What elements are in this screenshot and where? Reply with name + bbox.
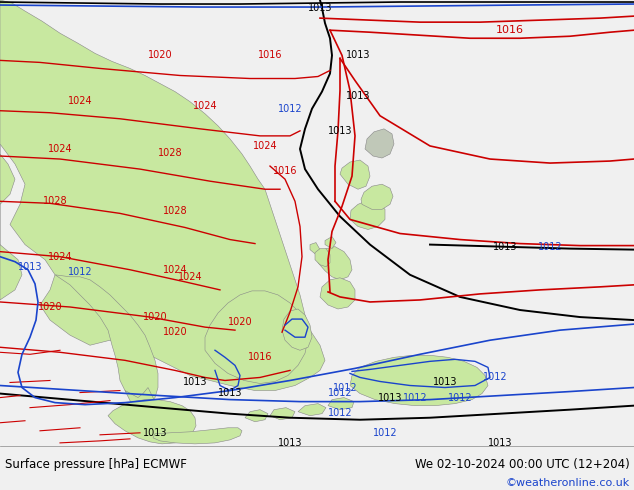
Text: 1013: 1013: [493, 242, 517, 251]
Text: 1020: 1020: [143, 312, 167, 322]
Polygon shape: [205, 291, 308, 384]
Polygon shape: [318, 246, 352, 280]
Text: 1028: 1028: [158, 148, 183, 158]
Text: 1024: 1024: [178, 272, 202, 282]
Text: We 02-10-2024 00:00 UTC (12+204): We 02-10-2024 00:00 UTC (12+204): [415, 458, 630, 471]
Polygon shape: [0, 0, 22, 300]
Polygon shape: [361, 184, 393, 209]
Text: 1024: 1024: [48, 252, 72, 262]
Text: 1020: 1020: [37, 302, 62, 312]
Polygon shape: [310, 243, 320, 255]
Polygon shape: [270, 408, 295, 420]
Text: 1020: 1020: [163, 327, 187, 337]
Polygon shape: [350, 355, 488, 406]
Polygon shape: [153, 428, 242, 444]
Text: 1012: 1012: [448, 392, 472, 403]
Text: 1012: 1012: [482, 372, 507, 383]
Text: 1012: 1012: [328, 388, 353, 397]
Text: 1024: 1024: [48, 144, 72, 154]
Polygon shape: [320, 278, 355, 309]
Polygon shape: [325, 237, 336, 248]
Polygon shape: [350, 200, 385, 229]
Text: 1016: 1016: [496, 25, 524, 35]
Polygon shape: [125, 388, 165, 441]
Polygon shape: [328, 397, 354, 410]
Text: 1024: 1024: [193, 100, 217, 111]
Text: 1012: 1012: [278, 104, 302, 114]
Polygon shape: [365, 129, 394, 158]
Text: 1013: 1013: [346, 91, 370, 100]
Text: 1020: 1020: [148, 50, 172, 60]
Polygon shape: [245, 410, 268, 422]
Text: 1013: 1013: [488, 438, 512, 448]
Text: 1024: 1024: [68, 96, 93, 106]
Text: 1013: 1013: [328, 126, 353, 136]
Text: 1013: 1013: [18, 262, 42, 272]
Text: 1012: 1012: [68, 267, 93, 277]
Text: 1013: 1013: [217, 388, 242, 397]
Text: 1016: 1016: [258, 50, 282, 60]
Text: 1024: 1024: [163, 265, 187, 275]
Text: 1012: 1012: [333, 383, 358, 392]
Text: 1020: 1020: [228, 317, 252, 327]
Text: 1013: 1013: [183, 377, 207, 388]
Polygon shape: [282, 309, 312, 350]
Text: Surface pressure [hPa] ECMWF: Surface pressure [hPa] ECMWF: [5, 458, 187, 471]
Polygon shape: [298, 404, 326, 416]
Polygon shape: [108, 400, 196, 444]
Text: 1016: 1016: [248, 352, 272, 362]
Polygon shape: [0, 0, 325, 391]
Text: 1028: 1028: [163, 206, 187, 217]
Text: 1013: 1013: [307, 3, 332, 13]
Polygon shape: [315, 248, 330, 267]
Text: 1016: 1016: [273, 166, 297, 176]
Text: 1012: 1012: [328, 408, 353, 417]
Text: 1012: 1012: [373, 428, 398, 438]
Polygon shape: [340, 160, 370, 189]
Text: 1012: 1012: [538, 242, 562, 251]
Text: ©weatheronline.co.uk: ©weatheronline.co.uk: [506, 478, 630, 488]
Text: 1013: 1013: [378, 392, 402, 403]
Text: 1013: 1013: [278, 438, 302, 448]
Text: 1024: 1024: [253, 141, 277, 151]
Text: 1013: 1013: [433, 377, 457, 388]
Text: 1013: 1013: [143, 428, 167, 438]
Text: 1012: 1012: [403, 392, 427, 403]
Polygon shape: [55, 275, 158, 406]
Text: 1013: 1013: [346, 50, 370, 60]
Text: 1028: 1028: [42, 196, 67, 206]
